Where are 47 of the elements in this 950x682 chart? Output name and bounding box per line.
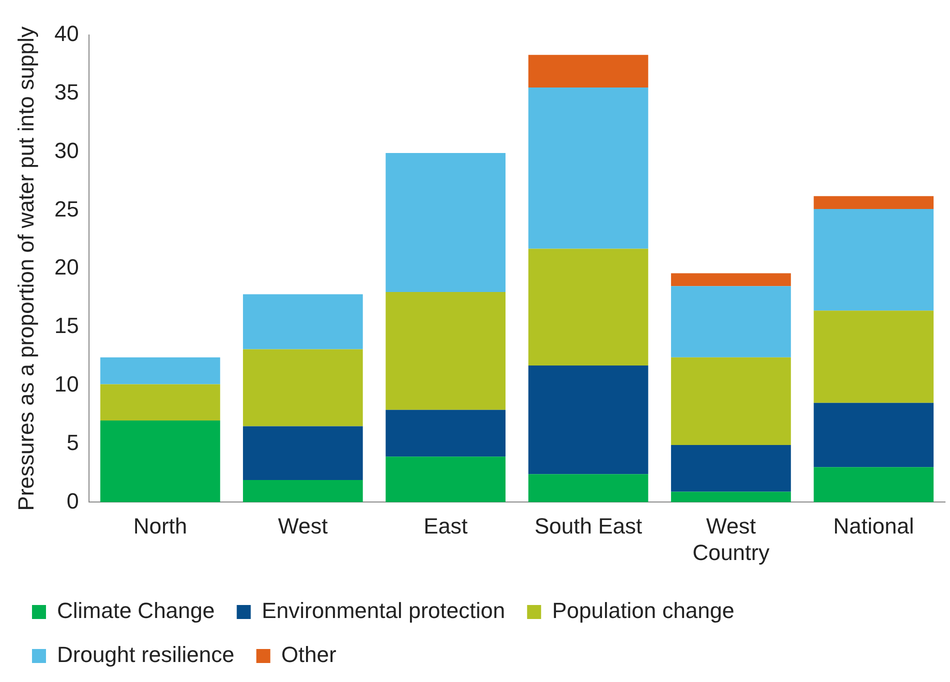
bar <box>386 152 506 292</box>
x-tick-label: South East <box>534 513 642 538</box>
legend-label: Drought resilience <box>57 642 234 668</box>
bar <box>814 310 934 403</box>
legend-label: Other <box>281 642 336 668</box>
bar <box>242 480 363 502</box>
bar <box>671 273 791 286</box>
x-tick-label: West <box>278 513 328 538</box>
y-tick-label: 35 <box>54 79 79 104</box>
x-tick-label: North <box>133 513 188 538</box>
y-tick-label: 20 <box>54 254 79 280</box>
y-tick-label: 5 <box>66 430 79 455</box>
bar <box>386 456 506 502</box>
bar <box>528 366 648 474</box>
bar <box>671 286 791 358</box>
y-tick-label: 25 <box>54 196 79 222</box>
bar <box>814 209 934 311</box>
legend-label: Environmental protection <box>262 598 506 624</box>
bar <box>528 88 648 249</box>
bar <box>528 54 648 88</box>
y-tick-label: 30 <box>54 138 79 163</box>
bar <box>386 410 506 457</box>
x-tick-label: West Country <box>692 513 770 565</box>
bar <box>671 492 791 502</box>
bar <box>814 467 934 502</box>
y-tick-label: 10 <box>54 371 79 396</box>
bar <box>528 248 648 366</box>
bar <box>100 357 220 384</box>
y-tick-label: 0 <box>66 488 79 514</box>
bar <box>100 384 220 420</box>
legend-label: Climate Change <box>57 598 215 624</box>
bar <box>814 402 934 468</box>
bar <box>528 474 648 502</box>
bar <box>100 420 220 502</box>
y-axis-title: Pressures as a proportion of water put into supply <box>13 26 38 511</box>
bar <box>671 444 791 492</box>
bar <box>814 196 934 210</box>
y-tick-label: 40 <box>54 21 79 46</box>
x-tick-label: East <box>424 513 468 538</box>
bar <box>242 294 363 350</box>
y-tick-label: 15 <box>54 313 79 338</box>
x-tick-label: National <box>833 513 914 538</box>
bar <box>386 292 506 410</box>
legend-label: Population change <box>552 598 734 624</box>
bar <box>671 357 791 445</box>
bar <box>242 426 363 480</box>
bar <box>242 349 363 426</box>
